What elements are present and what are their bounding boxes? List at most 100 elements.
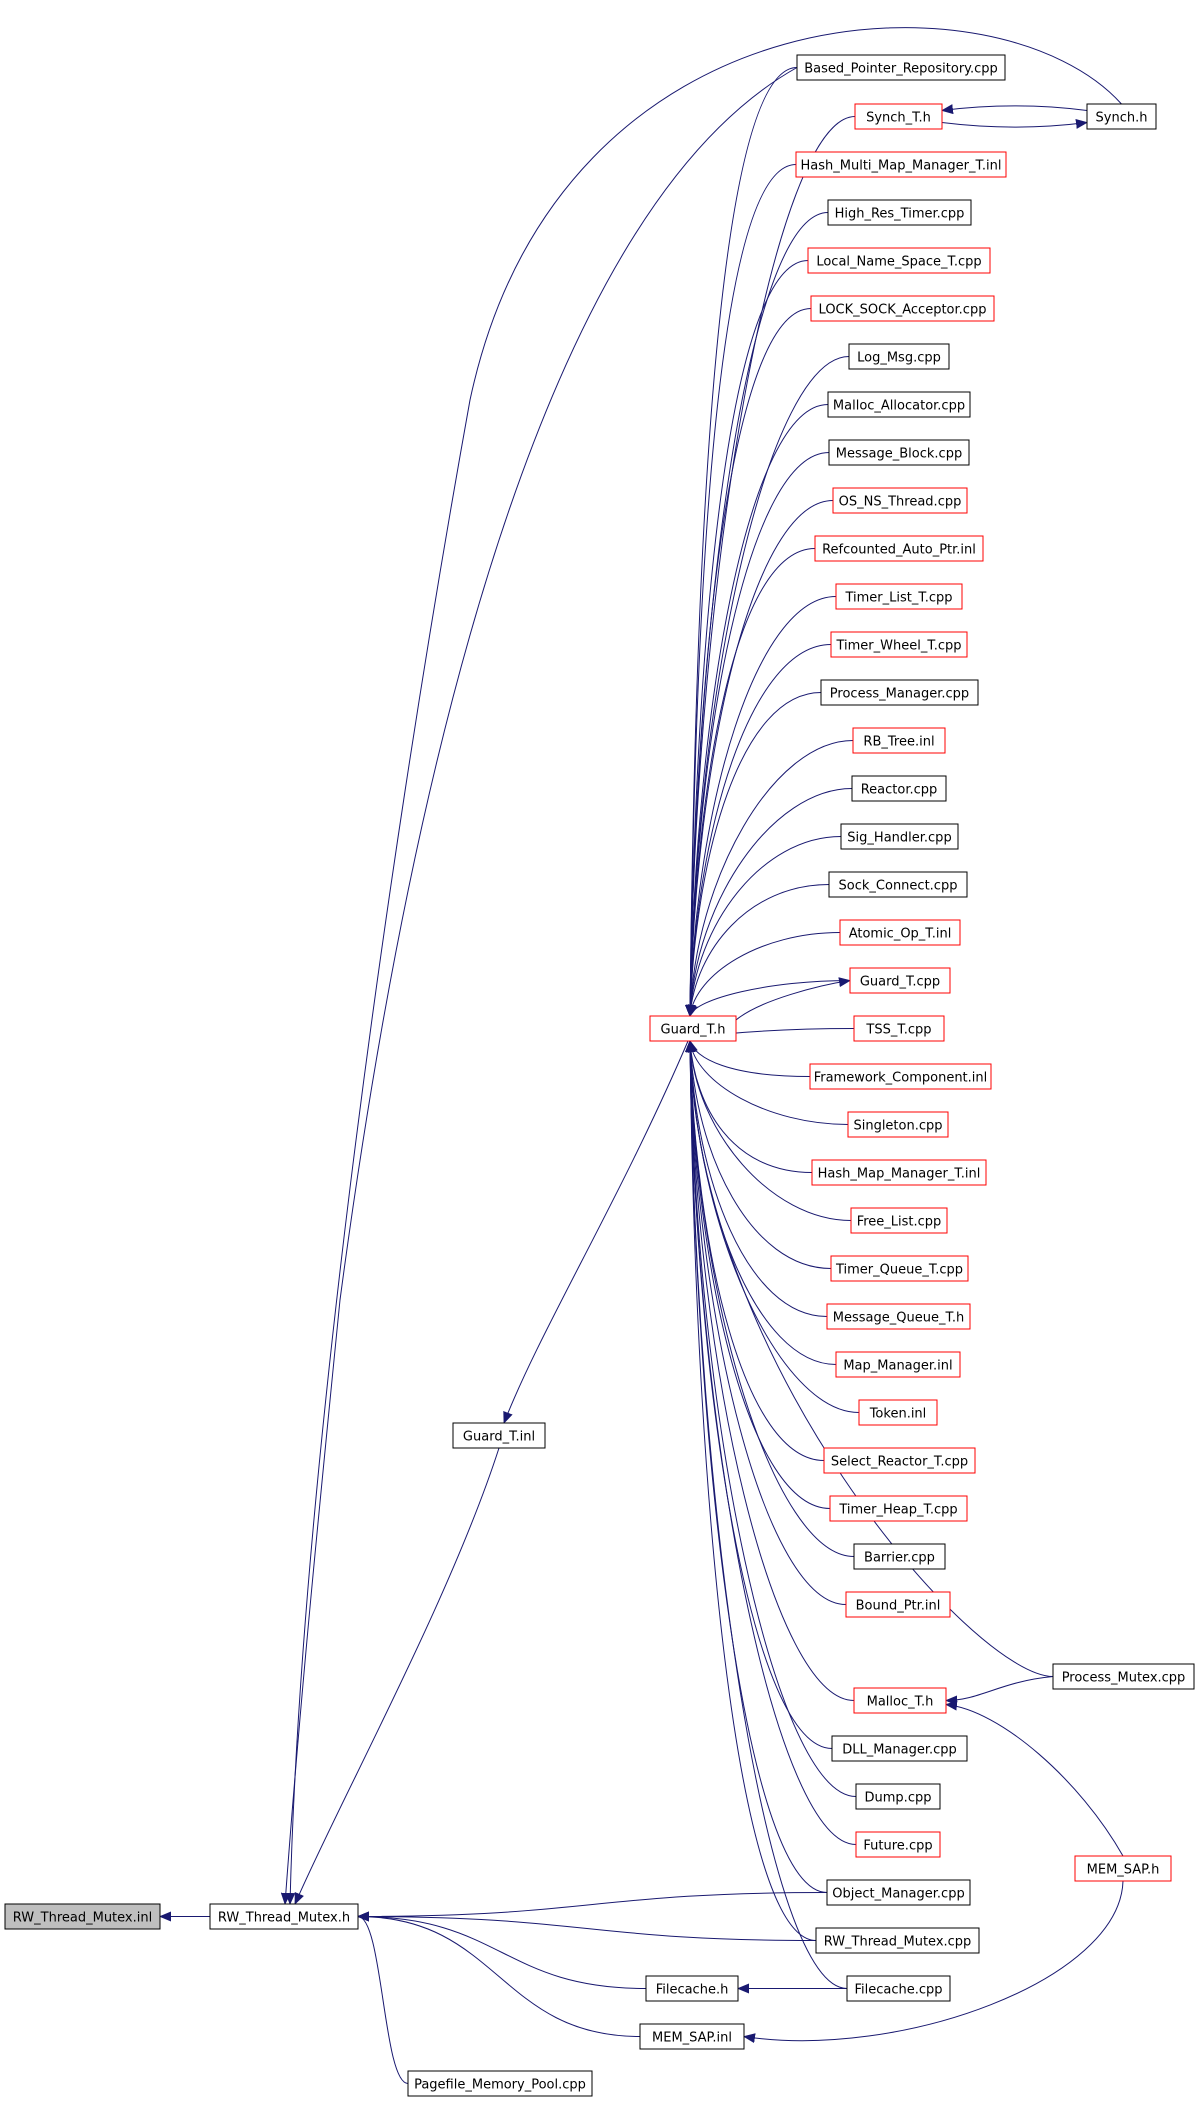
node-timer-wheel[interactable]: Timer_Wheel_T.cpp bbox=[830, 631, 968, 658]
node-barrier[interactable]: Barrier.cpp bbox=[853, 1543, 946, 1570]
edge-dump-to-guard_t_h bbox=[685, 1040, 857, 1797]
node-box bbox=[830, 631, 968, 658]
edge-barrier-to-guard_t_h bbox=[685, 1040, 855, 1557]
node-label: Local_Name_Space_T.cpp bbox=[816, 255, 981, 270]
node-hash-multi-map[interactable]: Hash_Multi_Map_Manager_T.inl bbox=[795, 151, 1007, 178]
node-singleton[interactable]: Singleton.cpp bbox=[847, 1111, 949, 1138]
node-malloc-alloc[interactable]: Malloc_Allocator.cpp bbox=[827, 391, 971, 418]
node-free-list[interactable]: Free_List.cpp bbox=[850, 1207, 948, 1234]
node-label: Bound_Ptr.inl bbox=[856, 1599, 941, 1614]
node-box bbox=[851, 775, 947, 802]
node-box bbox=[4, 1903, 161, 1930]
node-label: Message_Queue_T.h bbox=[833, 1311, 964, 1326]
node-label: LOCK_SOCK_Acceptor.cpp bbox=[819, 303, 987, 318]
edge-object_manager-to-guard_t_h bbox=[685, 1040, 828, 1893]
node-box bbox=[831, 1735, 968, 1762]
node-box bbox=[827, 199, 972, 226]
node-message-queue[interactable]: Message_Queue_T.h bbox=[826, 1303, 971, 1330]
node-box bbox=[827, 391, 971, 418]
node-dll-manager[interactable]: DLL_Manager.cpp bbox=[831, 1735, 968, 1762]
node-synch-t-h[interactable]: Synch_T.h bbox=[854, 103, 943, 130]
node-refcounted[interactable]: Refcounted_Auto_Ptr.inl bbox=[814, 535, 984, 562]
node-guard-t-h[interactable]: Guard_T.h bbox=[649, 1015, 737, 1042]
node-process-manager[interactable]: Process_Manager.cpp bbox=[820, 679, 979, 706]
node-select-reactor[interactable]: Select_Reactor_T.cpp bbox=[823, 1447, 976, 1474]
node-bound-ptr[interactable]: Bound_Ptr.inl bbox=[845, 1591, 951, 1618]
node-process-mutex[interactable]: Process_Mutex.cpp bbox=[1052, 1663, 1195, 1690]
node-box bbox=[645, 1975, 739, 2002]
node-mem-sap-h[interactable]: MEM_SAP.h bbox=[1074, 1855, 1172, 1882]
node-sig-handler[interactable]: Sig_Handler.cpp bbox=[840, 823, 959, 850]
node-tss-t[interactable]: TSS_T.cpp bbox=[853, 1015, 945, 1042]
edge-hash_map_mgr-to-guard_t_h bbox=[685, 1040, 813, 1173]
node-framework-comp[interactable]: Framework_Component.inl bbox=[809, 1063, 992, 1090]
node-based-ptr-repo[interactable]: Based_Pointer_Repository.cpp bbox=[796, 54, 1006, 81]
edge-mem_sap_h-to-mem_sap_inl bbox=[743, 1880, 1124, 2044]
node-token[interactable]: Token.inl bbox=[858, 1399, 938, 1426]
node-object-manager[interactable]: Object_Manager.cpp bbox=[826, 1879, 971, 1906]
edge-timer_list-to-guard_t_h bbox=[685, 596, 837, 1017]
node-lock-sock[interactable]: LOCK_SOCK_Acceptor.cpp bbox=[810, 295, 995, 322]
node-guard-t-cpp[interactable]: Guard_T.cpp bbox=[849, 967, 951, 994]
edge-guard_t_h-to-guard_t_inl bbox=[503, 1040, 689, 1424]
node-local-name-space[interactable]: Local_Name_Space_T.cpp bbox=[807, 247, 991, 274]
edge-synch_t_h-to-synch_h bbox=[941, 118, 1088, 129]
node-timer-heap[interactable]: Timer_Heap_T.cpp bbox=[829, 1495, 968, 1522]
node-timer-list[interactable]: Timer_List_T.cpp bbox=[835, 583, 963, 610]
node-malloc-t-h[interactable]: Malloc_T.h bbox=[853, 1687, 947, 1714]
node-os-ns-thread[interactable]: OS_NS_Thread.cpp bbox=[832, 487, 968, 514]
node-map-manager[interactable]: Map_Manager.inl bbox=[835, 1351, 961, 1378]
node-box bbox=[811, 1159, 987, 1186]
node-layer: RW_Thread_Mutex.inl RW_Thread_Mutex.h Base… bbox=[4, 54, 1195, 2097]
node-box bbox=[823, 1447, 976, 1474]
node-filecache-cpp[interactable]: Filecache.cpp bbox=[846, 1975, 951, 2002]
node-box bbox=[849, 967, 951, 994]
node-label: Token.inl bbox=[869, 1407, 927, 1422]
node-hash-map-mgr[interactable]: Hash_Map_Manager_T.inl bbox=[811, 1159, 987, 1186]
node-log-msg[interactable]: Log_Msg.cpp bbox=[848, 343, 950, 370]
edge-framework_comp-to-guard_t_h bbox=[688, 1040, 811, 1077]
node-rwtm-h[interactable]: RW_Thread_Mutex.h bbox=[209, 1903, 359, 1930]
node-box bbox=[796, 54, 1006, 81]
node-label: Sock_Connect.cpp bbox=[839, 879, 958, 894]
edge-process_mutex-to-malloc_t_h bbox=[945, 1676, 1054, 1706]
node-label: TSS_T.cpp bbox=[865, 1023, 931, 1038]
node-label: High_Res_Timer.cpp bbox=[835, 207, 965, 222]
node-synch-h[interactable]: Synch.h bbox=[1086, 103, 1157, 130]
node-sock-connect[interactable]: Sock_Connect.cpp bbox=[828, 871, 968, 898]
node-atomic-op[interactable]: Atomic_Op_T.inl bbox=[839, 919, 961, 946]
node-box bbox=[855, 1831, 941, 1858]
edge-bound_ptr-to-guard_t_h bbox=[685, 1040, 847, 1605]
node-label: Map_Manager.inl bbox=[843, 1359, 952, 1374]
node-mem-sap-inl[interactable]: MEM_SAP.inl bbox=[639, 2023, 745, 2050]
node-label: Malloc_Allocator.cpp bbox=[833, 399, 965, 414]
node-label: Filecache.cpp bbox=[854, 1983, 942, 1998]
node-box bbox=[452, 1422, 546, 1449]
node-label: Select_Reactor_T.cpp bbox=[831, 1455, 968, 1470]
node-rwtm-cpp[interactable]: RW_Thread_Mutex.cpp bbox=[815, 1927, 980, 1954]
node-guard-t-inl[interactable]: Guard_T.inl bbox=[452, 1422, 546, 1449]
edge-process_manager-to-guard_t_h bbox=[685, 692, 822, 1017]
edge-timer_wheel-to-guard_t_h bbox=[685, 644, 832, 1017]
node-high-res-timer[interactable]: High_Res_Timer.cpp bbox=[827, 199, 972, 226]
node-rb-tree[interactable]: RB_Tree.inl bbox=[852, 727, 946, 754]
node-root[interactable]: RW_Thread_Mutex.inl bbox=[4, 1903, 161, 1930]
node-dump[interactable]: Dump.cpp bbox=[855, 1783, 941, 1810]
edge-reactor-to-guard_t_h bbox=[685, 788, 853, 1017]
edge-rwtm_cpp-to-guard_t_h bbox=[685, 1040, 817, 1941]
node-box bbox=[828, 439, 970, 466]
node-filecache-h[interactable]: Filecache.h bbox=[645, 1975, 739, 2002]
node-label: Based_Pointer_Repository.cpp bbox=[804, 62, 998, 77]
edge-message_queue-to-guard_t_h bbox=[685, 1040, 828, 1317]
edge-sock_connect-to-guard_t_h bbox=[685, 884, 830, 1017]
node-label: RB_Tree.inl bbox=[863, 735, 934, 750]
node-future[interactable]: Future.cpp bbox=[855, 1831, 941, 1858]
node-box bbox=[854, 103, 943, 130]
edge-token-to-guard_t_h bbox=[685, 1040, 860, 1413]
node-reactor[interactable]: Reactor.cpp bbox=[851, 775, 947, 802]
edge-based_ptr_repo-to-rwtm_h bbox=[280, 67, 798, 1905]
node-pagefile-pool[interactable]: Pagefile_Memory_Pool.cpp bbox=[407, 2070, 593, 2097]
node-message-block[interactable]: Message_Block.cpp bbox=[828, 439, 970, 466]
node-timer-queue[interactable]: Timer_Queue_T.cpp bbox=[830, 1255, 969, 1282]
node-box bbox=[846, 1975, 951, 2002]
